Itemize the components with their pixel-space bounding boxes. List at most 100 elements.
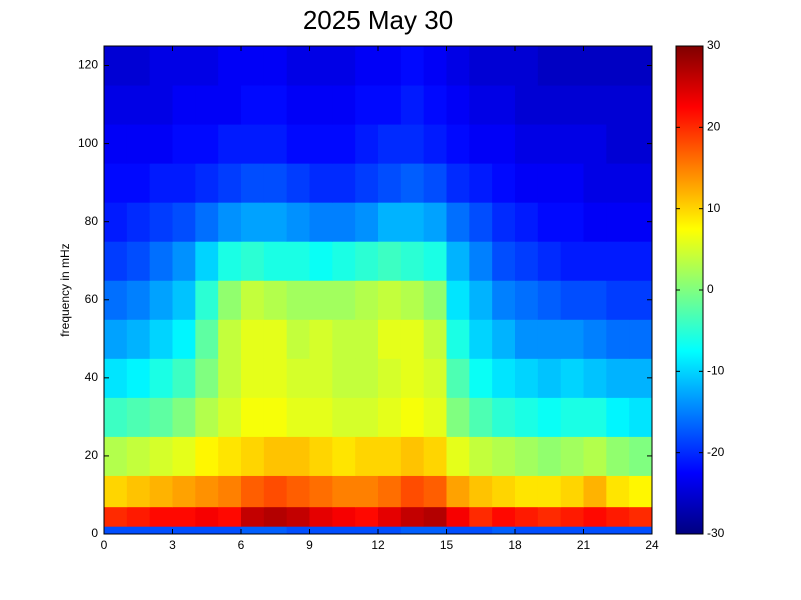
x-tick-label: 21	[577, 538, 591, 552]
heat-cell	[195, 506, 219, 527]
heat-cell	[332, 124, 356, 164]
heat-cell	[629, 163, 653, 203]
heat-cell	[606, 358, 630, 398]
heat-cell	[218, 85, 242, 125]
heat-cell	[423, 436, 447, 476]
y-tick-label: 60	[85, 292, 99, 306]
heat-cell	[309, 85, 333, 125]
heat-cell	[149, 436, 173, 476]
heat-cell	[149, 241, 173, 281]
heat-cell	[286, 319, 310, 359]
heat-cell	[400, 46, 425, 86]
heat-cell	[195, 124, 219, 164]
heat-cell	[195, 241, 219, 281]
heat-cell	[378, 526, 402, 535]
heat-cell	[241, 124, 265, 164]
heat-cell	[355, 163, 379, 203]
heat-cell	[332, 436, 356, 476]
heat-cell	[104, 506, 128, 527]
heat-cell	[263, 124, 288, 164]
heat-cell	[469, 202, 493, 242]
heat-cell	[560, 124, 584, 164]
heat-cell	[218, 475, 242, 508]
heat-cell	[218, 163, 242, 203]
heat-cell	[218, 46, 242, 86]
heat-cell	[218, 358, 242, 398]
y-axis-label: frequency in mHz	[58, 243, 72, 336]
heat-cell	[126, 397, 151, 437]
heat-cell	[286, 46, 310, 86]
heat-cell	[218, 280, 242, 320]
heat-cell	[515, 46, 539, 86]
heat-cell	[492, 397, 516, 437]
heat-cell	[492, 85, 516, 125]
heat-cell	[469, 506, 493, 527]
heat-cell	[583, 506, 607, 527]
heat-cell	[446, 202, 470, 242]
heat-cell	[469, 124, 493, 164]
heat-cell	[423, 85, 447, 125]
heat-cell	[241, 526, 265, 535]
heat-cell	[286, 202, 310, 242]
heat-cell	[423, 358, 447, 398]
y-tick-label: 20	[85, 448, 99, 462]
heat-cell	[606, 163, 630, 203]
heat-cell	[492, 202, 516, 242]
heat-cell	[560, 506, 584, 527]
heat-cell	[126, 475, 151, 508]
heat-cell	[537, 163, 562, 203]
heat-cell	[149, 202, 173, 242]
heat-cell	[332, 526, 356, 535]
heat-cell	[263, 163, 288, 203]
heat-cell	[172, 46, 196, 86]
heat-cell	[218, 241, 242, 281]
heat-cell	[400, 280, 425, 320]
heat-cell	[378, 319, 402, 359]
heat-cell	[195, 163, 219, 203]
heat-cell	[469, 241, 493, 281]
heat-cell	[583, 241, 607, 281]
heat-cell	[218, 319, 242, 359]
heat-cell	[469, 46, 493, 86]
heat-cell	[172, 202, 196, 242]
heat-cell	[492, 241, 516, 281]
heat-cell	[241, 358, 265, 398]
chart-title: 2025 May 30	[303, 5, 453, 35]
heat-cell	[469, 85, 493, 125]
heat-cell	[423, 526, 447, 535]
heat-cell	[560, 280, 584, 320]
heat-cell	[378, 436, 402, 476]
heat-cell	[560, 436, 584, 476]
heat-cell	[263, 241, 288, 281]
heat-cell	[286, 526, 310, 535]
x-tick-label: 6	[238, 538, 245, 552]
heat-cell	[446, 436, 470, 476]
heat-cell	[172, 475, 196, 508]
heat-cell	[172, 397, 196, 437]
heat-cell	[537, 506, 562, 527]
heat-cell	[537, 202, 562, 242]
heat-cell	[583, 436, 607, 476]
heat-cell	[332, 241, 356, 281]
heat-cell	[560, 526, 584, 535]
heat-cell	[423, 397, 447, 437]
colorbar-tick-label: -20	[707, 445, 725, 459]
heat-cell	[241, 436, 265, 476]
heat-cell	[583, 163, 607, 203]
heat-cell	[149, 475, 173, 508]
heat-cell	[583, 475, 607, 508]
heat-cell	[126, 241, 151, 281]
heat-cell	[241, 475, 265, 508]
heat-cell	[218, 397, 242, 437]
heat-cell	[606, 46, 630, 86]
heat-cell	[378, 241, 402, 281]
heat-cell	[378, 202, 402, 242]
heat-cell	[263, 85, 288, 125]
heat-cell	[286, 506, 310, 527]
heat-cell	[606, 124, 630, 164]
heat-cell	[309, 475, 333, 508]
heat-cell	[446, 506, 470, 527]
heat-cell	[172, 124, 196, 164]
heat-cell	[537, 46, 562, 86]
heat-cell	[515, 241, 539, 281]
